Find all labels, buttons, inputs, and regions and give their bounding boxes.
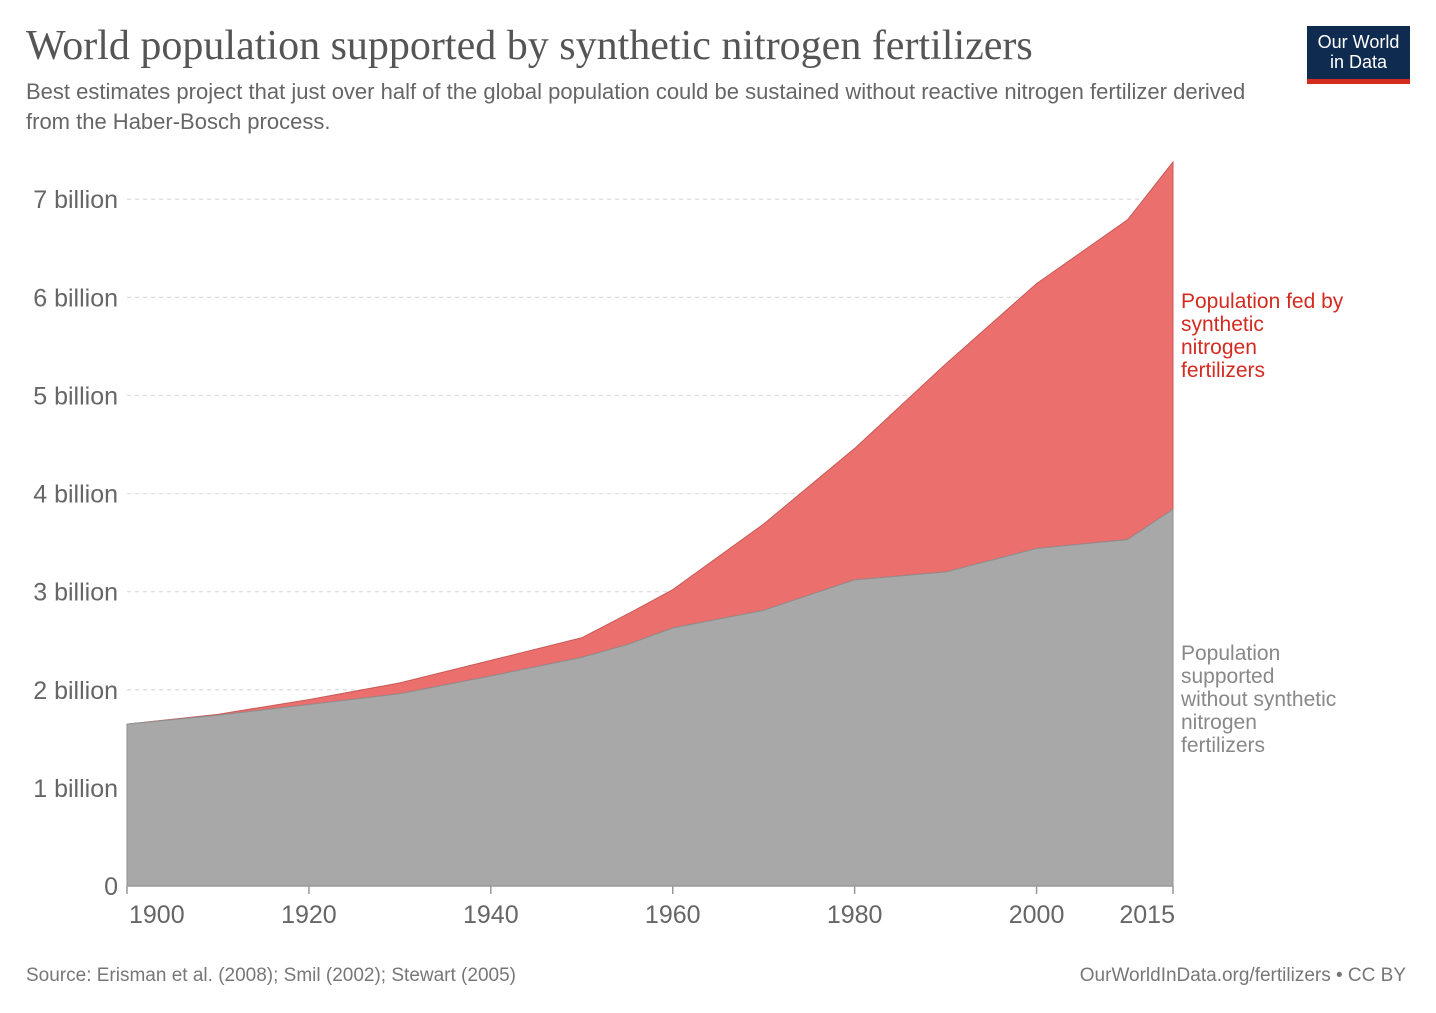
x-tick-label: 2015 [1119, 901, 1175, 929]
area-without-fertilizers[interactable] [126, 508, 1174, 887]
label-fed-by-fertilizers-line: synthetic [1181, 313, 1264, 336]
x-tick-label: 1940 [463, 901, 519, 929]
y-tick-label: 7 billion [33, 186, 118, 214]
x-tick-label: 1960 [645, 901, 701, 929]
credit-link[interactable]: OurWorldInData.org/fertilizers • CC BY [1079, 965, 1406, 986]
logo-line-1: Our World [1317, 32, 1400, 52]
y-tick-label: 0 [104, 873, 118, 901]
y-tick-label: 4 billion [33, 481, 118, 509]
label-without-fertilizers-line: fertilizers [1181, 734, 1265, 757]
label-fed-by-fertilizers: Population fed bysyntheticnitrogenfertil… [1181, 290, 1344, 382]
y-tick-label: 6 billion [33, 284, 118, 312]
label-fed-by-fertilizers-line: Population fed by [1181, 290, 1344, 313]
source-note: Source: Erisman et al. (2008); Smil (200… [26, 965, 516, 986]
y-tick-label: 1 billion [33, 775, 118, 803]
axes: 0 1 billion 2 billion 3 billion 4 billion 5 b… [33, 186, 1175, 929]
label-without-fertilizers-line: Population [1181, 642, 1280, 665]
x-tick-label: 1900 [129, 901, 185, 929]
x-tick-label: 1980 [827, 901, 883, 929]
y-tick-label: 3 billion [33, 579, 118, 607]
logo-line-2: in Data [1329, 52, 1388, 72]
chart-subtitle: Best estimates project that just over ha… [26, 79, 1246, 134]
label-without-fertilizers-line: nitrogen [1181, 711, 1257, 734]
series-labels: Population fed bysyntheticnitrogenfertil… [1180, 290, 1344, 757]
chart-title: World population supported by synthetic … [26, 23, 1033, 69]
label-without-fertilizers-line: supported [1181, 665, 1274, 688]
y-tick-label: 2 billion [33, 677, 118, 705]
label-without-fertilizers-line: without synthetic [1180, 688, 1336, 711]
owid-logo[interactable]: Our World in Data [1307, 26, 1410, 84]
y-tick-label: 5 billion [33, 382, 118, 410]
label-fed-by-fertilizers-line: fertilizers [1181, 359, 1265, 382]
x-tick-label: 2000 [1009, 901, 1065, 929]
label-fed-by-fertilizers-line: nitrogen [1181, 336, 1257, 359]
chart-areas [126, 160, 1174, 887]
area-chart: 0 1 billion 2 billion 3 billion 4 billion 5 b… [33, 160, 1344, 929]
x-tick-label: 1920 [281, 901, 337, 929]
